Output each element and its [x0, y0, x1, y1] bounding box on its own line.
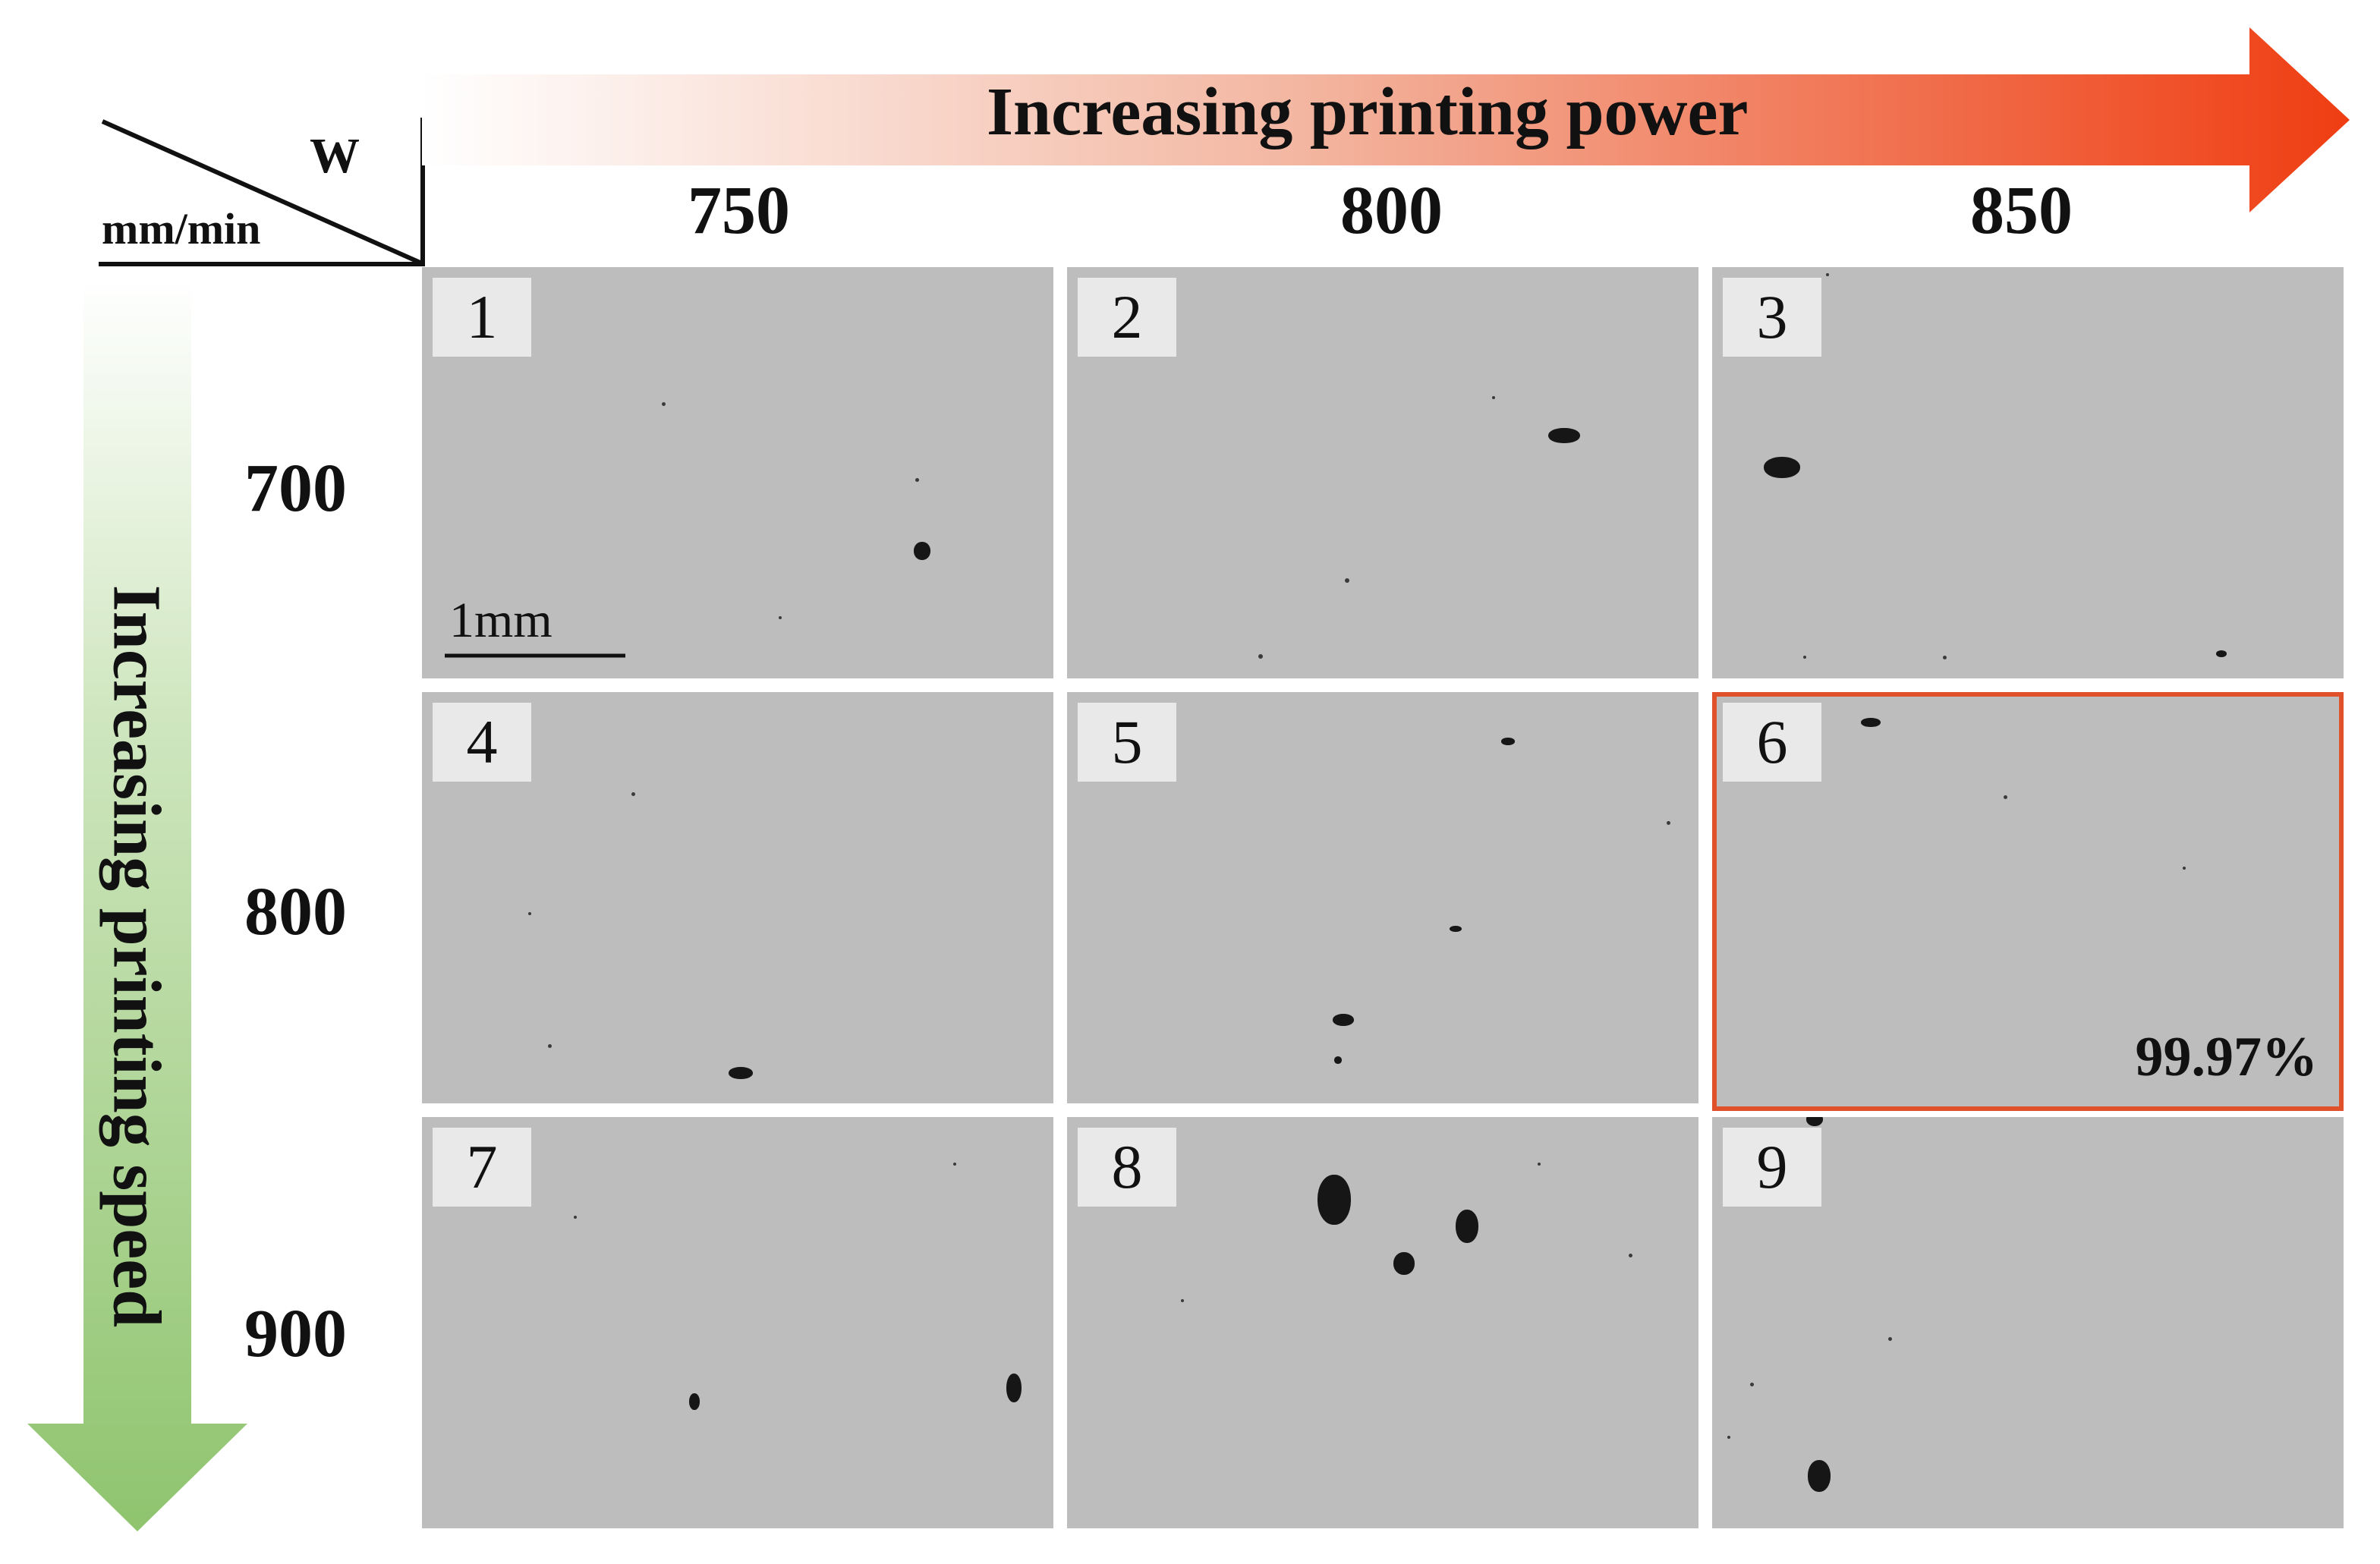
- pore: [2183, 867, 2186, 870]
- sample-number: 6: [1723, 703, 1821, 782]
- pore: [1181, 1299, 1184, 1302]
- power-arrow: [422, 27, 2350, 212]
- pore: [631, 792, 635, 796]
- micrograph-sample-6-highlighted: 6 99.97%: [1712, 692, 2344, 1111]
- pore: [914, 542, 930, 560]
- sample-number: 1: [433, 278, 531, 357]
- pore: [1667, 821, 1670, 825]
- power-unit-label: W: [310, 128, 360, 184]
- sample-number: 9: [1723, 1128, 1821, 1207]
- pore: [2216, 650, 2227, 657]
- sample-number: 5: [1078, 703, 1176, 782]
- pore: [528, 912, 531, 915]
- micrograph-sample-9: 9: [1712, 1117, 2344, 1528]
- pore: [1006, 1374, 1022, 1402]
- pore: [1764, 457, 1800, 478]
- pore: [1334, 1056, 1342, 1064]
- micrograph-sample-8: 8: [1067, 1117, 1698, 1528]
- micrograph-sample-7: 7: [422, 1117, 1053, 1528]
- speed-arrow: [27, 279, 247, 1531]
- sample-number: 4: [433, 703, 531, 782]
- micrograph-sample-1: 1 1mm: [422, 267, 1053, 678]
- pore: [1803, 656, 1806, 659]
- pore: [574, 1216, 577, 1219]
- pore: [729, 1067, 753, 1079]
- pore: [1548, 428, 1580, 443]
- sample-number: 3: [1723, 278, 1821, 357]
- pore: [1826, 273, 1829, 276]
- pore: [1943, 656, 1947, 659]
- speed-level-900: 900: [244, 1296, 347, 1371]
- pore: [1808, 1460, 1831, 1492]
- power-level-750: 750: [688, 173, 790, 248]
- pore: [953, 1163, 956, 1166]
- pore: [1492, 396, 1495, 399]
- pore: [1456, 1210, 1478, 1243]
- pore: [1629, 1254, 1632, 1257]
- pore: [689, 1393, 700, 1410]
- pore: [1450, 926, 1462, 932]
- pore: [1333, 1014, 1354, 1026]
- speed-arrow-label: Increasing printing speed: [99, 584, 175, 1328]
- relative-density-value: 99.97%: [2135, 1026, 2319, 1088]
- pore: [1806, 1117, 1823, 1126]
- pore: [662, 402, 666, 406]
- speed-level-800: 800: [244, 874, 347, 949]
- pore: [1750, 1383, 1754, 1386]
- sample-number: 2: [1078, 278, 1176, 357]
- power-level-800: 800: [1340, 173, 1443, 248]
- pore: [1861, 718, 1881, 727]
- pore: [1501, 738, 1515, 745]
- sample-number: 8: [1078, 1128, 1176, 1207]
- scale-bar-label: 1mm: [449, 593, 552, 648]
- power-arrow-label: Increasing printing power: [987, 74, 1749, 149]
- micrograph-sample-3: 3: [1712, 267, 2344, 678]
- speed-unit-label: mm/min: [102, 204, 261, 253]
- micrograph-sample-2: 2: [1067, 267, 1698, 678]
- pore: [1727, 1436, 1730, 1439]
- power-level-850: 850: [1970, 173, 2073, 248]
- pore: [2004, 795, 2007, 799]
- pore: [548, 1044, 552, 1048]
- pore: [1258, 654, 1263, 659]
- speed-level-700: 700: [244, 451, 347, 526]
- pore: [1345, 578, 1349, 583]
- scale-bar: [445, 653, 625, 658]
- micrograph-sample-5: 5: [1067, 692, 1698, 1103]
- pore: [1393, 1252, 1415, 1275]
- pore: [1888, 1337, 1892, 1341]
- pore: [915, 478, 919, 482]
- sample-number: 7: [433, 1128, 531, 1207]
- pore: [1318, 1175, 1351, 1225]
- micrograph-sample-4: 4: [422, 692, 1053, 1103]
- pore: [779, 616, 782, 619]
- pore: [1538, 1163, 1541, 1166]
